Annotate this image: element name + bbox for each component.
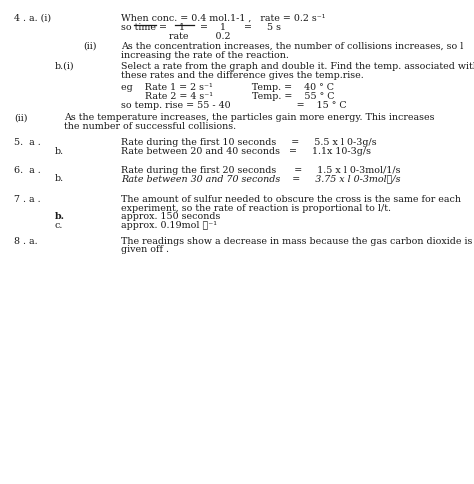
Text: given off .: given off . [121,245,169,255]
Text: 5.  a .: 5. a . [14,138,41,148]
Text: rate         0.2: rate 0.2 [121,32,230,41]
Text: As the concentration increases, the number of collisions increases, so l: As the concentration increases, the numb… [121,42,463,51]
Text: b.(i): b.(i) [55,62,74,71]
Text: When conc. = 0.4 mol.1-1 ,   rate = 0.2 s⁻¹: When conc. = 0.4 mol.1-1 , rate = 0.2 s⁻… [121,14,325,23]
Text: b.: b. [55,174,64,183]
Text: Rate during the first 10 seconds     =     5.5 x l 0-3g/s: Rate during the first 10 seconds = 5.5 x… [121,138,376,148]
Text: Rate 2 = 4 s⁻¹             Temp. =    55 ° C: Rate 2 = 4 s⁻¹ Temp. = 55 ° C [121,92,334,101]
Text: increasing the rate of the reaction.: increasing the rate of the reaction. [121,51,289,60]
Text: Rate between 20 and 40 seconds   =     1.1x 10-3g/s: Rate between 20 and 40 seconds = 1.1x 10… [121,147,371,156]
Text: approx. 0.19mol ℓ⁻¹: approx. 0.19mol ℓ⁻¹ [121,221,217,230]
Text: experiment, so the rate of reaction is proportional to l/t.: experiment, so the rate of reaction is p… [121,204,391,213]
Text: so time =    1     =    1      =     5 s: so time = 1 = 1 = 5 s [121,23,281,32]
Text: eg    Rate 1 = 2 s⁻¹             Temp. =    40 ° C: eg Rate 1 = 2 s⁻¹ Temp. = 40 ° C [121,83,334,92]
Text: As the temperature increases, the particles gain more energy. This increases: As the temperature increases, the partic… [64,113,435,122]
Text: c.: c. [55,221,63,230]
Text: Rate between 30 and 70 seconds    =     3.75 x l 0-3molℓ/s: Rate between 30 and 70 seconds = 3.75 x … [121,174,401,183]
Text: the number of successful collisions.: the number of successful collisions. [64,122,236,132]
Text: Rate during the first 20 seconds      =     1.5 x l 0-3mol/1/s: Rate during the first 20 seconds = 1.5 x… [121,166,401,175]
Text: b.: b. [55,147,64,156]
Text: Select a rate from the graph and double it. Find the temp. associated with: Select a rate from the graph and double … [121,62,474,71]
Text: (ii): (ii) [83,42,96,51]
Text: so temp. rise = 55 - 40                      =    15 ° C: so temp. rise = 55 - 40 = 15 ° C [121,101,346,110]
Text: The readings show a decrease in mass because the gas carbon dioxide is: The readings show a decrease in mass bec… [121,237,472,246]
Text: 8 . a.: 8 . a. [14,237,38,246]
Text: 4 . a. (i): 4 . a. (i) [14,14,51,23]
Text: b.: b. [55,212,64,222]
Text: approx. 150 seconds: approx. 150 seconds [121,212,220,222]
Text: 7 . a .: 7 . a . [14,195,41,204]
Text: 6.  a .: 6. a . [14,166,41,175]
Text: (ii): (ii) [14,113,27,122]
Text: The amount of sulfur needed to obscure the cross is the same for each: The amount of sulfur needed to obscure t… [121,195,461,204]
Text: these rates and the difference gives the temp.rise.: these rates and the difference gives the… [121,71,364,80]
